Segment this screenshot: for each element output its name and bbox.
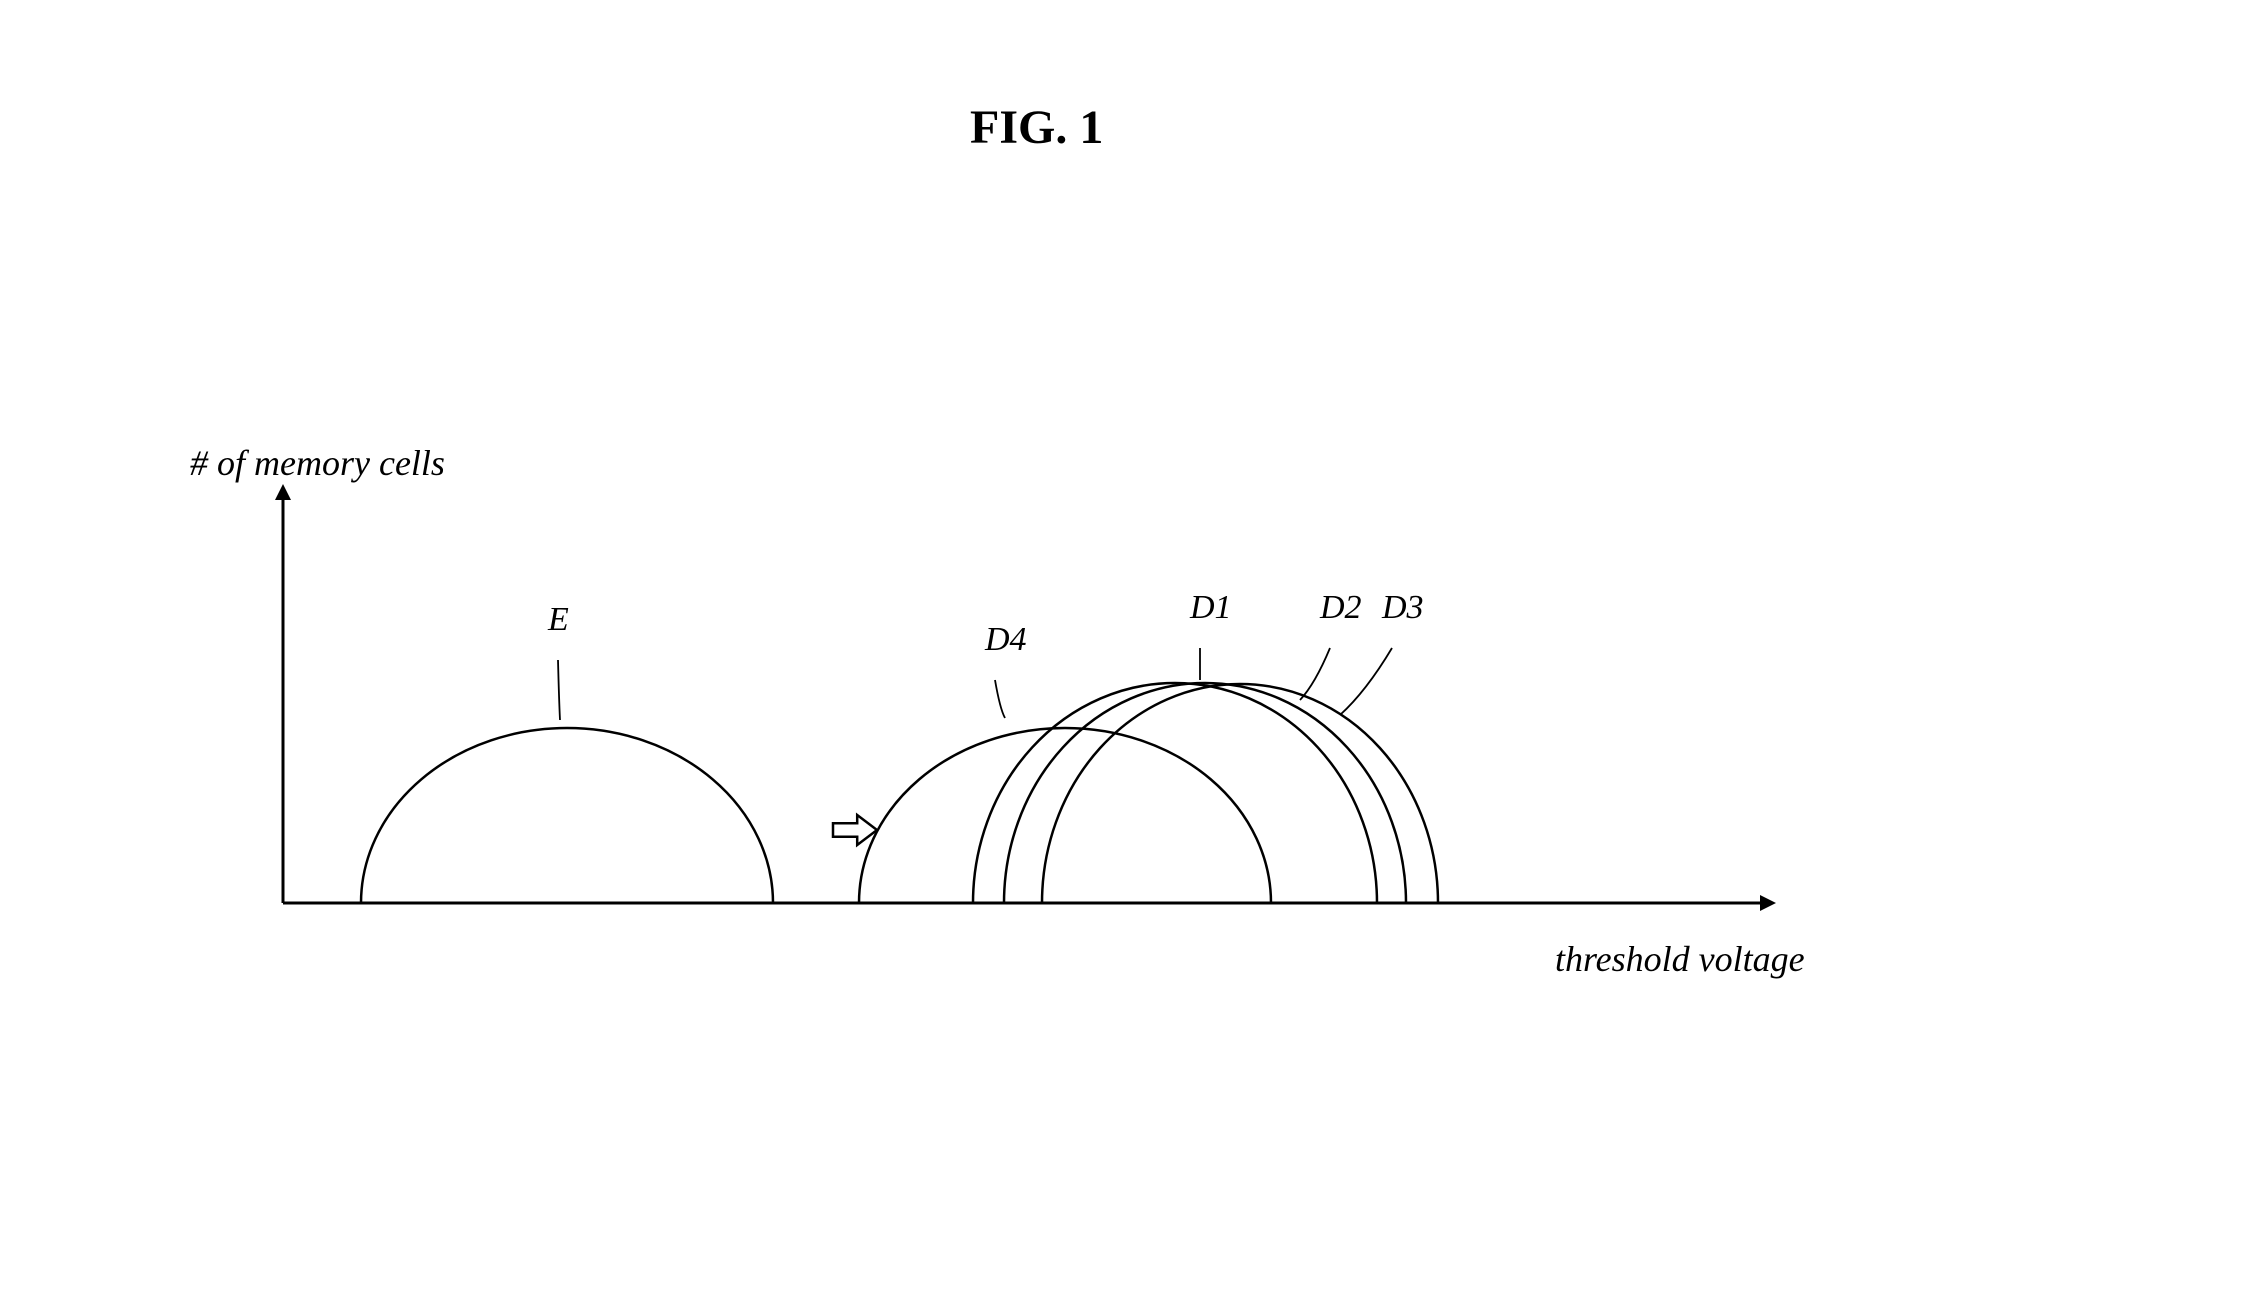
curve-label-D2: D2 bbox=[1319, 589, 1362, 626]
diagram-svg: E D4 D1 D2 D3 bbox=[0, 0, 2243, 1299]
figure-container: FIG. 1 # of memory cells threshold volta… bbox=[0, 0, 2243, 1299]
leader-E bbox=[558, 660, 560, 720]
transition-arrow-shape bbox=[833, 815, 877, 845]
curve-D2 bbox=[1004, 683, 1406, 903]
curve-label-D3: D3 bbox=[1381, 589, 1424, 626]
curve-E bbox=[361, 728, 773, 903]
leader-D4 bbox=[995, 680, 1005, 718]
axes bbox=[275, 484, 1776, 911]
distribution-curves bbox=[361, 683, 1438, 903]
curve-label-E: E bbox=[547, 601, 569, 638]
curve-D1 bbox=[973, 683, 1377, 903]
curve-labels: E D4 D1 D2 D3 bbox=[547, 589, 1424, 720]
curve-label-D4: D4 bbox=[984, 621, 1027, 658]
leader-D3 bbox=[1340, 648, 1392, 715]
curve-D4 bbox=[859, 728, 1271, 903]
leader-D2 bbox=[1300, 648, 1330, 700]
curve-label-D1: D1 bbox=[1189, 589, 1232, 626]
transition-arrow bbox=[833, 815, 877, 845]
